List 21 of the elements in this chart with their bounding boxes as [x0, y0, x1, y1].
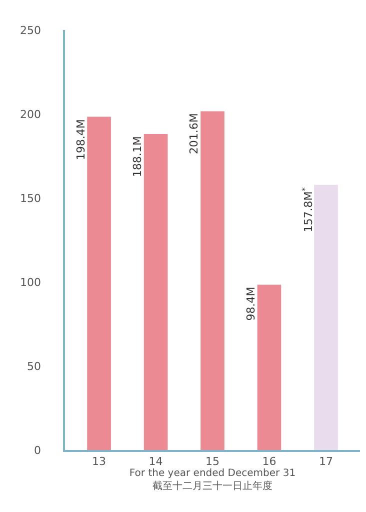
x-tick-label: 17 [318, 454, 333, 468]
y-tick-label: 100 [20, 276, 42, 289]
y-tick-label: 200 [20, 108, 42, 121]
data-label: 98.4M [244, 286, 258, 321]
bar [144, 134, 168, 450]
x-axis-title: For the year ended December 31 截至十二月三十一日止年度 [129, 468, 296, 492]
x-tick-label: 13 [92, 454, 106, 468]
bar [257, 284, 282, 450]
data-label: 198.4M [74, 119, 88, 160]
bar [200, 111, 224, 450]
y-tick-label: 0 [34, 444, 42, 457]
x-tick-label: 15 [206, 454, 220, 468]
y-tick-label: 50 [27, 360, 42, 373]
bar [314, 184, 338, 450]
data-label: 201.6M [188, 113, 201, 154]
bar [87, 116, 111, 450]
y-tick-label: 150 [20, 192, 42, 205]
x-tick-label: 14 [148, 454, 163, 468]
y-tick-label: 250 [20, 24, 42, 37]
data-label: 188.1M [131, 136, 144, 178]
x-tick-label: 16 [262, 454, 276, 468]
